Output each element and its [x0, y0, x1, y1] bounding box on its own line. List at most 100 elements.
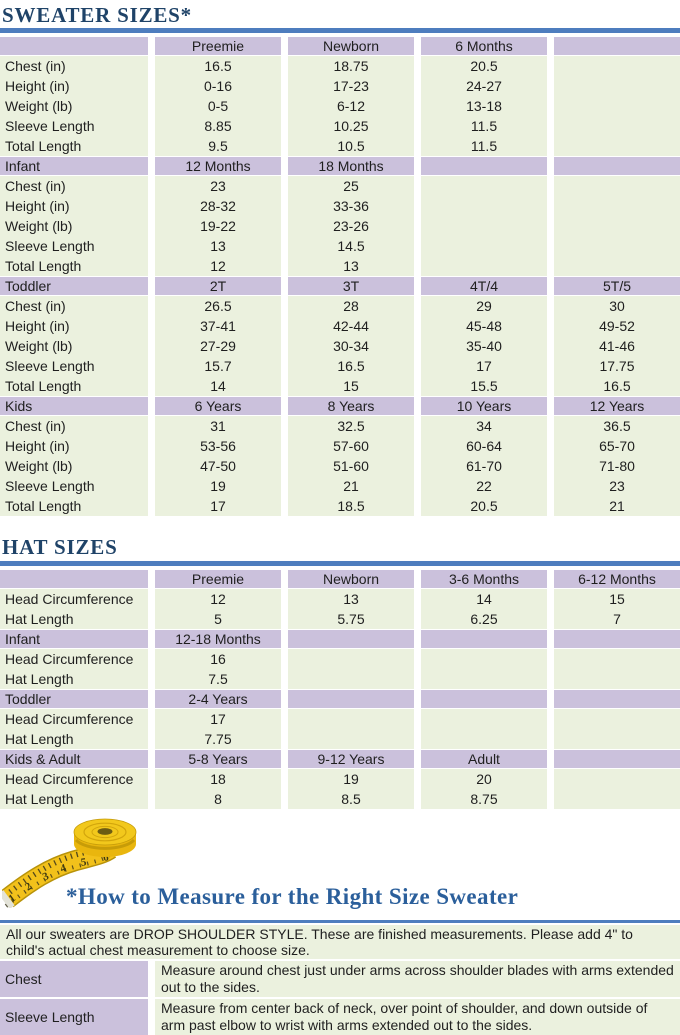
- value-cell: [547, 729, 680, 749]
- value-cell: 6-12: [281, 96, 414, 116]
- size-column-header: 3T: [281, 276, 414, 296]
- row-label: Head Circumference: [0, 589, 148, 609]
- size-column-header: 10 Years: [414, 396, 547, 416]
- section-header-row: Toddler 2-4 Years: [0, 689, 680, 709]
- size-column-header: 12-18 Months: [148, 629, 281, 649]
- row-label: Total Length: [0, 136, 148, 156]
- size-column-header: 5-8 Years: [148, 749, 281, 769]
- measure-intro-text: All our sweaters are DROP SHOULDER STYLE…: [0, 925, 680, 959]
- value-cell: [547, 789, 680, 809]
- row-label: Height (in): [0, 76, 148, 96]
- measure-row-text: Measure from center back of neck, over p…: [155, 999, 680, 1035]
- size-column-header: 6 Months: [414, 36, 547, 56]
- value-cell: 7: [547, 609, 680, 629]
- measure-row-label: Chest: [0, 961, 148, 997]
- value-cell: [414, 256, 547, 276]
- row-label: Hat Length: [0, 609, 148, 629]
- value-cell: 18.5: [281, 496, 414, 516]
- value-cell: [281, 709, 414, 729]
- row-label: Head Circumference: [0, 709, 148, 729]
- row-label: Chest (in): [0, 416, 148, 436]
- value-cell: [281, 649, 414, 669]
- value-cell: 41-46: [547, 336, 680, 356]
- value-cell: 21: [547, 496, 680, 516]
- value-cell: [547, 96, 680, 116]
- measure-row-sleeve-length: Sleeve Length Measure from center back o…: [0, 999, 680, 1035]
- value-cell: 8.85: [148, 116, 281, 136]
- value-cell: 8.75: [414, 789, 547, 809]
- measurement-row: Head Circumference 17: [0, 709, 680, 729]
- tape-number-2: 2: [23, 880, 34, 893]
- row-label: Sleeve Length: [0, 356, 148, 376]
- value-cell: [547, 709, 680, 729]
- value-cell: 60-64: [414, 436, 547, 456]
- value-cell: 65-70: [547, 436, 680, 456]
- hat-sizes-title: HAT SIZES: [2, 535, 118, 559]
- value-cell: 37-41: [148, 316, 281, 336]
- divider-bar: [0, 920, 680, 923]
- size-column-header: [281, 689, 414, 709]
- tape-number-3: 3: [41, 870, 51, 883]
- value-cell: [414, 196, 547, 216]
- value-cell: 25: [281, 176, 414, 196]
- section-header-row: Kids 6 Years 8 Years 10 Years 12 Years: [0, 396, 680, 416]
- value-cell: [547, 56, 680, 76]
- value-cell: 18: [148, 769, 281, 789]
- value-cell: 36.5: [547, 416, 680, 436]
- hat-size-table: Preemie Newborn 3-6 Months 6-12 Months Head …: [0, 569, 680, 809]
- value-cell: [281, 669, 414, 689]
- row-label: Height (in): [0, 316, 148, 336]
- measurement-row: Head Circumference 12 13 14 15: [0, 589, 680, 609]
- value-cell: 27-29: [148, 336, 281, 356]
- value-cell: [414, 669, 547, 689]
- value-cell: 24-27: [414, 76, 547, 96]
- row-label: Sleeve Length: [0, 116, 148, 136]
- measurement-row: Head Circumference 18 19 20: [0, 769, 680, 789]
- section-title-cell: Infant: [0, 629, 148, 649]
- value-cell: 17: [414, 356, 547, 376]
- value-cell: [414, 236, 547, 256]
- tape-number-5: 5: [80, 856, 87, 869]
- section-header-row: Preemie Newborn 6 Months: [0, 36, 680, 56]
- value-cell: 19: [148, 476, 281, 496]
- size-column-header: [547, 36, 680, 56]
- section-header-row: Preemie Newborn 3-6 Months 6-12 Months: [0, 569, 680, 589]
- value-cell: 31: [148, 416, 281, 436]
- value-cell: [547, 136, 680, 156]
- value-cell: 57-60: [281, 436, 414, 456]
- row-label: Head Circumference: [0, 649, 148, 669]
- row-label: Chest (in): [0, 56, 148, 76]
- size-column-header: [547, 156, 680, 176]
- sweater-size-table: Preemie Newborn 6 Months Chest (in) 16.5 18.7…: [0, 36, 680, 516]
- value-cell: [547, 76, 680, 96]
- section-title-cell: [0, 36, 148, 56]
- section-title-cell: Kids & Adult: [0, 749, 148, 769]
- size-column-header: Newborn: [281, 36, 414, 56]
- value-cell: 13: [281, 589, 414, 609]
- value-cell: 13: [148, 236, 281, 256]
- measurement-row: Chest (in) 16.5 18.75 20.5: [0, 56, 680, 76]
- value-cell: 22: [414, 476, 547, 496]
- row-label: Weight (lb): [0, 216, 148, 236]
- value-cell: 20.5: [414, 496, 547, 516]
- value-cell: 15.5: [414, 376, 547, 396]
- value-cell: 47-50: [148, 456, 281, 476]
- value-cell: [281, 729, 414, 749]
- value-cell: 16.5: [148, 56, 281, 76]
- measurement-row: Total Length 17 18.5 20.5 21: [0, 496, 680, 516]
- value-cell: 15: [281, 376, 414, 396]
- size-column-header: 8 Years: [281, 396, 414, 416]
- tape-number-4: 4: [59, 862, 68, 875]
- row-label: Sleeve Length: [0, 476, 148, 496]
- value-cell: 12: [148, 589, 281, 609]
- size-column-header: [547, 629, 680, 649]
- value-cell: 28: [281, 296, 414, 316]
- value-cell: 16.5: [281, 356, 414, 376]
- row-label: Chest (in): [0, 176, 148, 196]
- value-cell: 5.75: [281, 609, 414, 629]
- size-column-header: 12 Months: [148, 156, 281, 176]
- value-cell: 12: [148, 256, 281, 276]
- value-cell: 10.25: [281, 116, 414, 136]
- value-cell: 8.5: [281, 789, 414, 809]
- measurement-row: Sleeve Length 15.7 16.5 17 17.75: [0, 356, 680, 376]
